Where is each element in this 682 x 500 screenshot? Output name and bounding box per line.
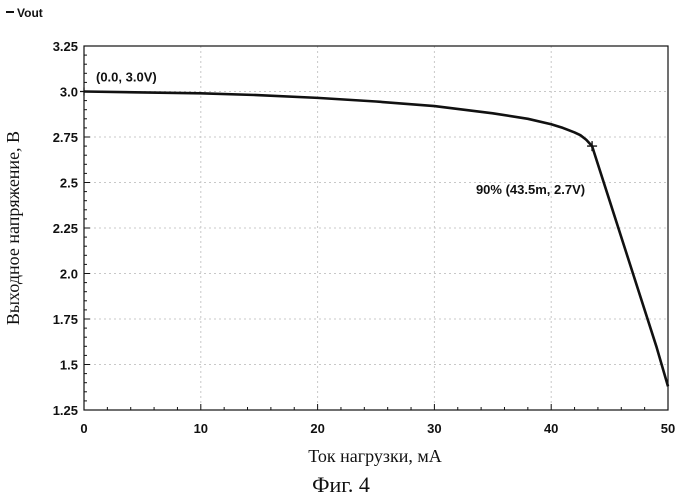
x-tick-label: 30 — [427, 421, 441, 436]
y-tick-label: 2.5 — [60, 176, 78, 191]
legend-label-vout: Vout — [17, 6, 43, 20]
series-layer — [84, 92, 668, 387]
annotation-90pct-label: 90% (43.5m, 2.7V) — [476, 182, 585, 197]
annotation-marker — [80, 88, 88, 96]
y-tick-label: 1.75 — [53, 312, 78, 327]
y-tick-label: 2.0 — [60, 267, 78, 282]
x-tick-label: 20 — [310, 421, 324, 436]
y-tick-label: 1.5 — [60, 358, 78, 373]
y-tick-label: 3.0 — [60, 85, 78, 100]
x-tick-label: 40 — [544, 421, 558, 436]
y-axis-title: Выходное напряжение, В — [3, 131, 23, 325]
legend: Vout — [6, 6, 43, 20]
series-line-vout — [84, 92, 668, 387]
x-tick-label: 50 — [661, 421, 675, 436]
axis-ticks: 0 10 20 30 40 50 1.25 1.5 1.75 2.0 2.25 2.5 2.75 3.0 3… — [53, 39, 676, 436]
y-tick-label: 2.25 — [53, 221, 78, 236]
x-tick-label: 10 — [194, 421, 208, 436]
x-axis-title: Ток нагрузки, мА — [308, 446, 442, 466]
y-tick-label: 2.75 — [53, 130, 78, 145]
y-tick-label: 1.25 — [53, 403, 78, 418]
annotation-start-label: (0.0, 3.0V) — [96, 70, 157, 85]
x-tick-label: 0 — [80, 421, 87, 436]
y-tick-label: 3.25 — [53, 39, 78, 54]
annotations: (0.0, 3.0V) 90% (43.5m, 2.7V) — [80, 70, 597, 198]
figure-caption: Фиг. 4 — [312, 472, 370, 497]
